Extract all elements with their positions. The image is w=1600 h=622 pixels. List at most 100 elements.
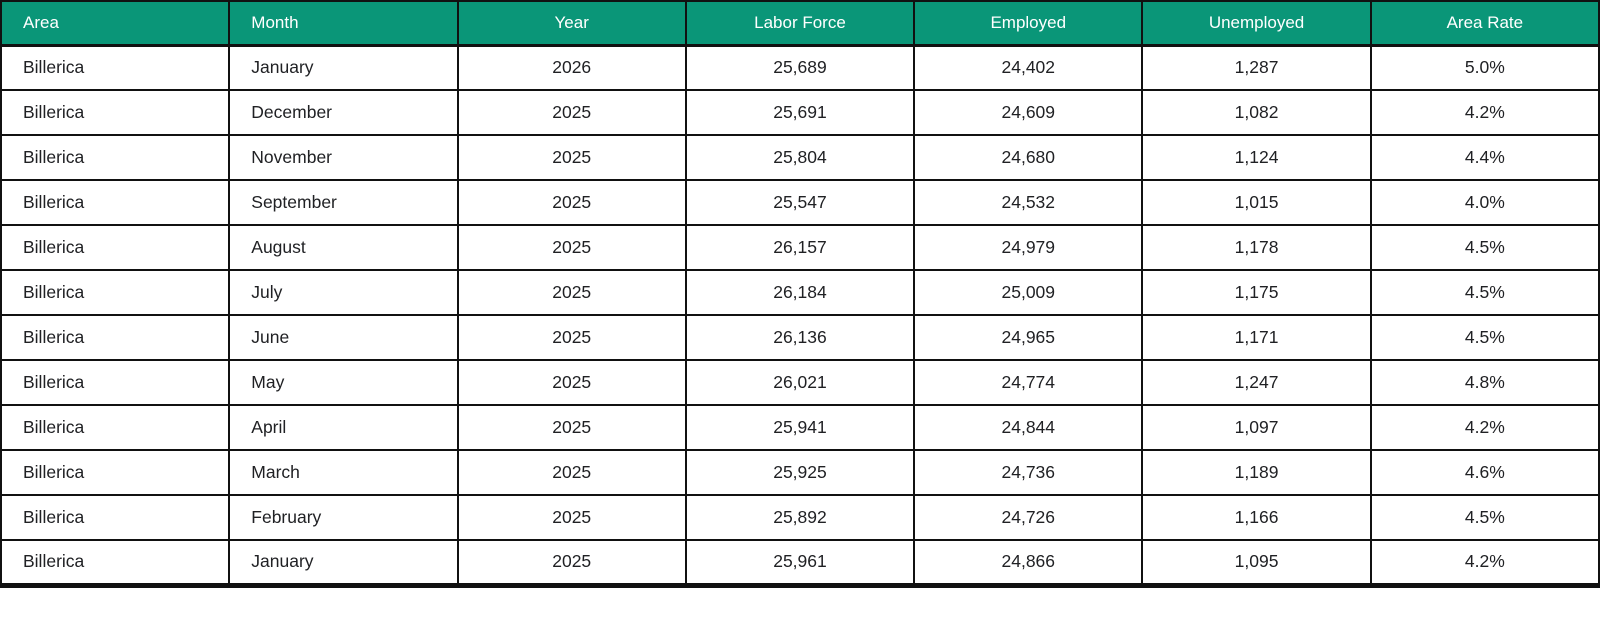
table-cell-unemployed: 1,166 (1141, 494, 1372, 541)
table-cell-area: Billerica (0, 404, 231, 451)
table-cell-month: February (228, 494, 459, 541)
table-cell-month: August (228, 224, 459, 271)
table-header-row: Area Month Year Labor Force Employed Une… (0, 0, 1600, 47)
table-cell-unemployed: 1,095 (1141, 539, 1372, 586)
table-header: Area Month Year Labor Force Employed Une… (0, 0, 1600, 47)
table-cell-area-rate: 4.2% (1369, 404, 1600, 451)
table-cell-labor-force: 25,892 (684, 494, 916, 541)
table-cell-year: 2026 (456, 44, 687, 91)
table-cell-month: September (228, 179, 459, 226)
table-cell-year: 2025 (456, 134, 687, 181)
table-cell-area-rate: 4.2% (1369, 89, 1600, 136)
table-cell-employed: 24,402 (913, 44, 1144, 91)
labor-statistics-table: Area Month Year Labor Force Employed Une… (0, 0, 1600, 588)
table-cell-labor-force: 26,136 (684, 314, 916, 361)
table-cell-area: Billerica (0, 179, 231, 226)
table-cell-area-rate: 4.5% (1369, 494, 1600, 541)
table-body: Billerica January 2026 25,689 24,402 1,2… (0, 44, 1600, 586)
table-cell-area-rate: 4.8% (1369, 359, 1600, 406)
table-cell-labor-force: 25,961 (684, 539, 916, 586)
table-cell-year: 2025 (456, 494, 687, 541)
table-cell-unemployed: 1,287 (1141, 44, 1372, 91)
table-row: Billerica April 2025 25,941 24,844 1,097… (0, 404, 1600, 451)
table-cell-area: Billerica (0, 224, 231, 271)
table-cell-year: 2025 (456, 224, 687, 271)
table-cell-employed: 25,009 (913, 269, 1144, 316)
table-cell-unemployed: 1,124 (1141, 134, 1372, 181)
table-cell-area: Billerica (0, 539, 231, 586)
table-row: Billerica March 2025 25,925 24,736 1,189… (0, 449, 1600, 496)
table-row: Billerica May 2025 26,021 24,774 1,247 4… (0, 359, 1600, 406)
table-cell-unemployed: 1,175 (1141, 269, 1372, 316)
table-cell-unemployed: 1,097 (1141, 404, 1372, 451)
table-cell-unemployed: 1,178 (1141, 224, 1372, 271)
table-cell-area-rate: 4.5% (1369, 269, 1600, 316)
column-header-unemployed: Unemployed (1141, 0, 1372, 47)
table-cell-month: July (228, 269, 459, 316)
table-cell-area: Billerica (0, 269, 231, 316)
table-cell-employed: 24,726 (913, 494, 1144, 541)
table-cell-year: 2025 (456, 449, 687, 496)
column-header-employed: Employed (913, 0, 1144, 47)
table-cell-labor-force: 25,941 (684, 404, 916, 451)
table-cell-area-rate: 4.2% (1369, 539, 1600, 586)
table-cell-year: 2025 (456, 269, 687, 316)
table-cell-labor-force: 26,021 (684, 359, 916, 406)
table-cell-employed: 24,680 (913, 134, 1144, 181)
column-header-area-rate: Area Rate (1369, 0, 1600, 47)
table-cell-labor-force: 25,804 (684, 134, 916, 181)
table-cell-unemployed: 1,247 (1141, 359, 1372, 406)
table-cell-year: 2025 (456, 314, 687, 361)
column-header-year: Year (456, 0, 687, 47)
table-cell-area: Billerica (0, 314, 231, 361)
table-row: Billerica June 2025 26,136 24,965 1,171 … (0, 314, 1600, 361)
table-row: Billerica September 2025 25,547 24,532 1… (0, 179, 1600, 226)
table-cell-labor-force: 25,925 (684, 449, 916, 496)
table-row: Billerica November 2025 25,804 24,680 1,… (0, 134, 1600, 181)
table-cell-month: January (228, 539, 459, 586)
table-cell-unemployed: 1,015 (1141, 179, 1372, 226)
table-cell-labor-force: 25,689 (684, 44, 916, 91)
table-cell-area: Billerica (0, 134, 231, 181)
table-cell-employed: 24,844 (913, 404, 1144, 451)
table-cell-month: May (228, 359, 459, 406)
table-cell-year: 2025 (456, 404, 687, 451)
table-cell-labor-force: 26,157 (684, 224, 916, 271)
table-row: Billerica July 2025 26,184 25,009 1,175 … (0, 269, 1600, 316)
table-cell-labor-force: 25,691 (684, 89, 916, 136)
table-cell-area: Billerica (0, 89, 231, 136)
table-cell-area-rate: 5.0% (1369, 44, 1600, 91)
table-cell-employed: 24,736 (913, 449, 1144, 496)
table-cell-employed: 24,866 (913, 539, 1144, 586)
table-cell-employed: 24,965 (913, 314, 1144, 361)
table-cell-employed: 24,774 (913, 359, 1144, 406)
table-cell-month: January (228, 44, 459, 91)
table-cell-area-rate: 4.6% (1369, 449, 1600, 496)
table-cell-area-rate: 4.4% (1369, 134, 1600, 181)
table-cell-month: November (228, 134, 459, 181)
table-cell-year: 2025 (456, 359, 687, 406)
column-header-month: Month (228, 0, 459, 47)
column-header-area: Area (0, 0, 231, 47)
table-cell-unemployed: 1,171 (1141, 314, 1372, 361)
table-cell-area: Billerica (0, 359, 231, 406)
table-cell-employed: 24,979 (913, 224, 1144, 271)
table-cell-month: April (228, 404, 459, 451)
table-row: Billerica August 2025 26,157 24,979 1,17… (0, 224, 1600, 271)
table-cell-labor-force: 26,184 (684, 269, 916, 316)
table-cell-year: 2025 (456, 89, 687, 136)
table-row: Billerica February 2025 25,892 24,726 1,… (0, 494, 1600, 541)
table-cell-area: Billerica (0, 44, 231, 91)
table-row: Billerica December 2025 25,691 24,609 1,… (0, 89, 1600, 136)
table-cell-area: Billerica (0, 494, 231, 541)
table-row: Billerica January 2025 25,961 24,866 1,0… (0, 539, 1600, 586)
table-cell-year: 2025 (456, 539, 687, 586)
table-cell-area-rate: 4.5% (1369, 314, 1600, 361)
table-cell-employed: 24,609 (913, 89, 1144, 136)
table-row: Billerica January 2026 25,689 24,402 1,2… (0, 44, 1600, 91)
column-header-labor-force: Labor Force (684, 0, 916, 47)
table-cell-area-rate: 4.5% (1369, 224, 1600, 271)
table-cell-month: June (228, 314, 459, 361)
table-cell-area: Billerica (0, 449, 231, 496)
table-cell-area-rate: 4.0% (1369, 179, 1600, 226)
